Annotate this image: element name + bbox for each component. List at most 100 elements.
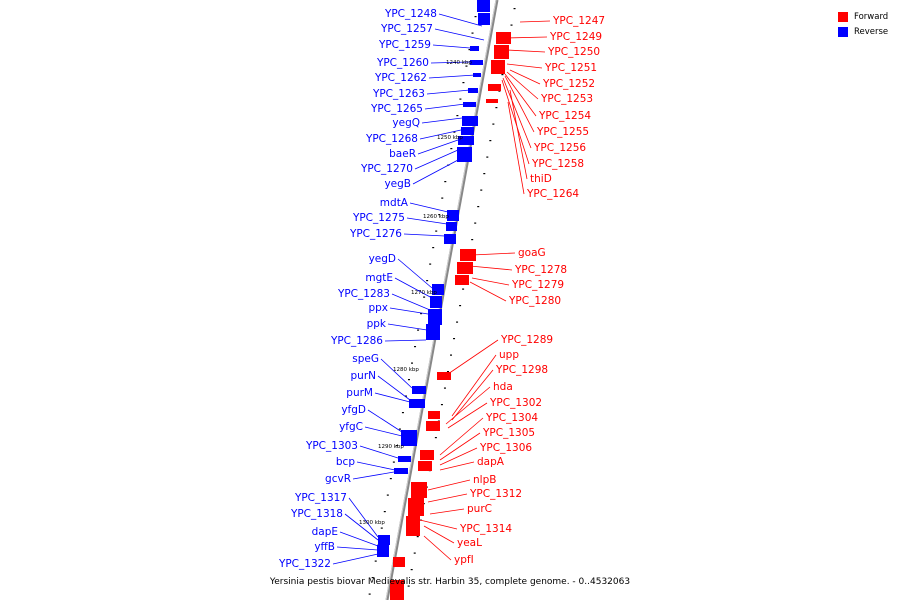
leader-line-forward — [506, 71, 539, 100]
reverse-gene-glyph — [468, 88, 478, 93]
tick-right — [443, 387, 446, 389]
leader-line-forward — [506, 63, 543, 69]
position-marker-label: 1280 kbp — [393, 367, 419, 373]
leader-line-reverse — [438, 13, 483, 27]
leader-line-reverse — [409, 202, 449, 213]
reverse-gene-glyph — [470, 60, 483, 65]
tick-left — [444, 181, 447, 183]
gene-label-forward: dapA — [477, 456, 505, 468]
gene-label-reverse: purM — [346, 387, 373, 399]
gene-label-reverse: baeR — [389, 148, 416, 160]
tick-right — [477, 206, 480, 208]
reverse-gene-glyph — [444, 234, 456, 244]
tick-left — [429, 263, 432, 265]
gene-label-forward: YPC_1289 — [500, 334, 553, 346]
leader-line-reverse — [391, 293, 431, 311]
leader-line-forward — [439, 447, 478, 466]
leader-line-reverse — [339, 531, 379, 547]
forward-gene-glyph — [406, 516, 420, 536]
position-marker-label: 1260 kbp — [423, 214, 449, 220]
tick-left — [432, 247, 435, 249]
gene-label-reverse: YPC_1303 — [305, 440, 358, 452]
leader-line-reverse — [428, 74, 476, 79]
leader-line-reverse — [356, 461, 396, 471]
leader-line-reverse — [348, 497, 379, 538]
gene-label-forward: goaG — [518, 247, 546, 259]
gene-label-reverse: YPC_1268 — [365, 133, 418, 145]
gene-label-forward: yeaL — [457, 537, 482, 549]
leader-line-reverse — [374, 392, 411, 403]
gene-label-reverse: yegQ — [392, 117, 420, 129]
tick-right — [501, 74, 504, 76]
tick-left — [414, 346, 417, 348]
legend: Forward Reverse — [838, 9, 888, 39]
tick-right — [450, 354, 453, 356]
forward-gene-glyph — [418, 461, 432, 471]
tick-right — [498, 90, 501, 92]
position-marker-label: 1300 kbp — [359, 520, 385, 526]
gene-label-forward: nlpB — [473, 474, 496, 486]
gene-label-reverse: YPC_1248 — [384, 8, 437, 20]
gene-label-reverse: YPC_1286 — [330, 335, 383, 347]
gene-label-forward: hda — [493, 381, 513, 393]
tick-right — [480, 189, 483, 191]
forward-gene-glyph — [455, 275, 469, 285]
leader-line-forward — [427, 493, 468, 503]
reverse-gene-glyph — [470, 46, 479, 51]
forward-gene-glyph — [488, 84, 501, 91]
tick-right — [410, 569, 413, 571]
gene-label-forward: ypfI — [454, 554, 474, 566]
tick-right — [434, 437, 437, 439]
gene-label-forward: YPC_1250 — [547, 46, 600, 58]
tick-left — [386, 494, 389, 496]
reverse-gene-labels: YPC_1248 YPC_1257 YPC_1259 YPC_1260 YPC_1262… — [278, 8, 437, 570]
reverse-gene-glyph — [428, 309, 442, 325]
forward-gene-glyph — [486, 99, 498, 103]
leader-line-reverse — [377, 375, 411, 401]
tick-left — [426, 280, 429, 282]
forward-gene-glyph — [420, 450, 434, 460]
tick-right — [495, 107, 498, 109]
leader-line-forward — [504, 75, 535, 133]
reverse-gene-glyph — [409, 399, 425, 408]
leader-line-forward — [447, 339, 499, 375]
forward-gene-glyph — [457, 262, 473, 274]
tick-right — [459, 305, 462, 307]
tick-right — [407, 585, 410, 587]
position-marker-label: 1290 kbp — [378, 444, 404, 450]
reverse-gene-glyph — [462, 116, 478, 126]
gene-label-forward: YPC_1305 — [482, 427, 535, 439]
reverse-gene-glyph — [477, 0, 490, 12]
gene-label-forward: YPC_1256 — [533, 142, 586, 154]
leader-line-reverse — [387, 323, 428, 331]
tick-right — [510, 24, 513, 26]
leader-line-forward — [506, 49, 546, 53]
tick-left — [404, 395, 407, 397]
tick-left — [371, 577, 374, 579]
forward-swatch — [838, 11, 848, 22]
forward-gene-glyph — [428, 411, 440, 419]
leader-line-forward — [427, 479, 471, 491]
tick-left — [401, 412, 404, 414]
gene-label-reverse: YPC_1259 — [378, 39, 431, 51]
leader-line-forward — [439, 417, 484, 456]
gene-label-forward: YPC_1264 — [526, 188, 579, 200]
reverse-gene-glyph — [377, 545, 389, 557]
gene-label-reverse: YPC_1317 — [294, 492, 347, 504]
tick-left — [395, 445, 398, 447]
gene-label-reverse: purN — [351, 370, 377, 382]
tick-left — [438, 214, 441, 216]
leader-line-forward — [447, 402, 488, 429]
leader-line-forward — [429, 508, 465, 515]
gene-label-reverse: speG — [352, 353, 379, 365]
gene-label-reverse: YPC_1275 — [352, 212, 405, 224]
leader-line-forward — [501, 79, 530, 165]
gene-label-reverse: yffB — [314, 541, 335, 553]
gene-label-reverse: mdtA — [380, 197, 409, 209]
forward-gene-labels: YPC_1247 YPC_1249 YPC_1250 YPC_1251 YPC_1252… — [454, 15, 605, 566]
reverse-gene-glyph — [463, 102, 476, 107]
leader-line-reverse — [424, 103, 466, 110]
leader-line-forward — [469, 281, 507, 302]
leader-line-forward — [439, 432, 481, 461]
tick-right — [416, 536, 419, 538]
